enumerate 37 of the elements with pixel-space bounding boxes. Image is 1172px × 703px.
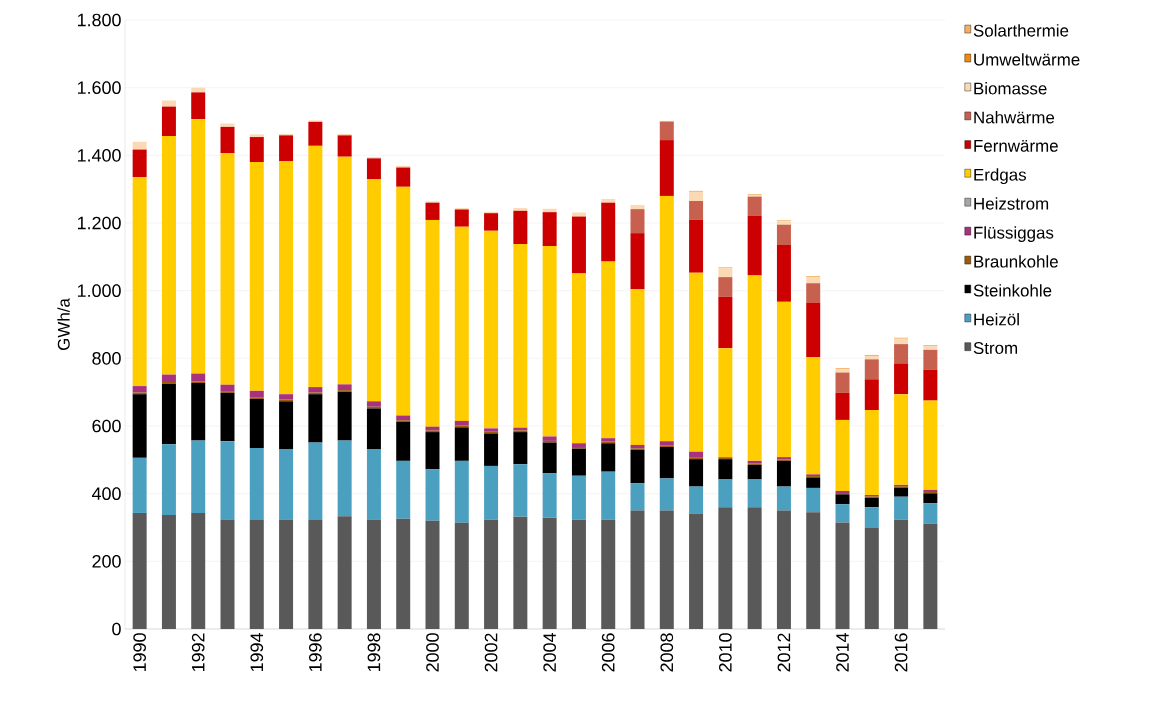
legend-label: Strom <box>973 342 1018 355</box>
x-tick-label: 2008 <box>660 633 674 672</box>
x-tick-label: 2014 <box>836 633 849 672</box>
legend-label: Solarthermie <box>973 24 1069 37</box>
x-tick-label: 1994 <box>250 633 264 672</box>
x-tick-label: 1992 <box>191 633 205 672</box>
x-tick-label: 2010 <box>719 633 732 672</box>
legend-label: Heizstrom <box>974 197 1049 210</box>
y-tick-label: 1.200 <box>77 216 121 230</box>
legend-label: Steinkohle <box>973 284 1052 297</box>
x-tick-label: 1990 <box>133 633 146 672</box>
y-tick-label: 400 <box>91 487 121 501</box>
y-tick-label: 1.400 <box>77 148 121 162</box>
legend-label: Nahwärme <box>974 111 1055 124</box>
legend-label: Heizöl <box>974 313 1019 326</box>
legend-label: Biomasse <box>974 82 1047 95</box>
x-tick-label: 1998 <box>367 633 381 672</box>
legend-label: Braunkohle <box>974 255 1058 268</box>
y-tick-label: 600 <box>92 419 121 433</box>
legend-label: Flüssiggas <box>974 226 1054 243</box>
x-tick-label: 2012 <box>777 633 791 672</box>
y-tick-label: 200 <box>92 554 121 568</box>
x-tick-label: 2004 <box>543 633 556 672</box>
legend-label: Erdgas <box>974 168 1027 185</box>
y-tick-label: 1.000 <box>77 284 121 298</box>
x-tick-label: 2002 <box>484 633 498 672</box>
y-axis-title: GWh/a <box>57 298 70 350</box>
y-tick-label: 800 <box>92 351 121 365</box>
x-tick-label: 1996 <box>309 633 322 672</box>
x-tick-label: 2000 <box>426 633 439 672</box>
y-tick-label: 1.600 <box>77 81 121 95</box>
y-tick-label: 0 <box>112 622 121 636</box>
y-tick-label: 1.800 <box>77 13 121 27</box>
x-tick-label: 2016 <box>894 633 908 672</box>
x-tick-label: 2006 <box>601 633 615 672</box>
legend-label: Fernwärme <box>974 139 1058 152</box>
legend-label: Umweltwärme <box>974 53 1080 66</box>
